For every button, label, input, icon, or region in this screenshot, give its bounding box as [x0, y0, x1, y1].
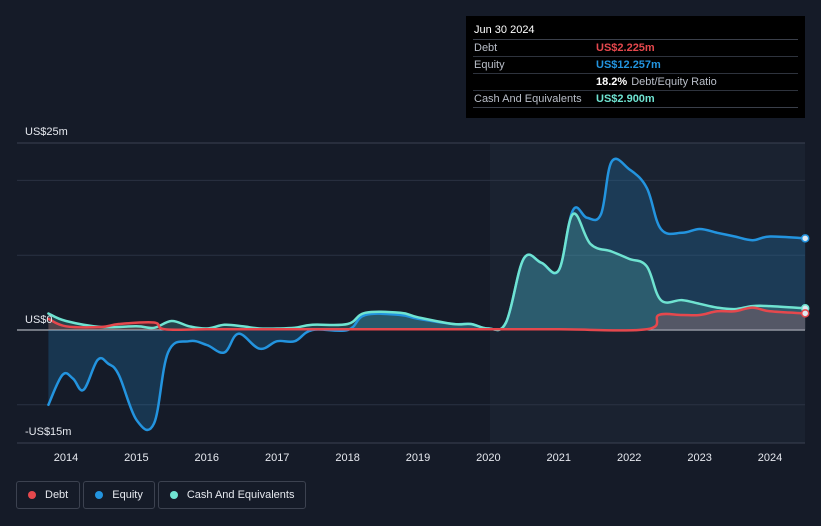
- debt-area: [48, 307, 806, 331]
- x-tick-2018: 2018: [335, 452, 359, 464]
- tooltip-key: Equity: [474, 59, 505, 71]
- legend-dot-icon: [95, 491, 104, 499]
- series-endpoints: [800, 234, 810, 318]
- y-label-bottom: -US$15m: [25, 426, 71, 438]
- debt-line: [47, 306, 807, 332]
- chart-legend: Debt Equity Cash And Equivalents: [16, 481, 307, 509]
- x-tick-2014: 2014: [54, 452, 78, 464]
- tooltip-equity-value: US$12.257m: [596, 59, 661, 71]
- y-label-zero: US$0: [25, 314, 53, 326]
- tooltip-key: Debt: [474, 42, 498, 54]
- data-tooltip: Jun 30 2024 Debt US$2.225m Equity US$12.…: [466, 16, 805, 118]
- legend-item-debt[interactable]: Debt: [16, 481, 81, 509]
- x-tick-2015: 2015: [124, 452, 148, 464]
- x-tick-2020: 2020: [476, 452, 500, 464]
- x-tick-2019: 2019: [406, 452, 430, 464]
- debt-endpoint: [800, 309, 810, 318]
- cash-line: [47, 212, 807, 332]
- tooltip-key: [473, 74, 596, 90]
- tooltip-ratio-label: Debt/Equity Ratio: [631, 76, 717, 88]
- x-tick-2022: 2022: [617, 452, 641, 464]
- tooltip-debt-value: US$2.225m: [596, 42, 655, 54]
- series-lines: [47, 157, 807, 432]
- x-tick-2016: 2016: [195, 452, 219, 464]
- legend-dot-icon: [28, 491, 36, 499]
- tooltip-row-debt: Debt US$2.225m: [473, 40, 798, 57]
- equity-line: [47, 157, 807, 432]
- series-areas: [48, 158, 806, 430]
- equity-area: [48, 158, 806, 430]
- tooltip-row-ratio: 18.2% Debt/Equity Ratio: [473, 74, 798, 91]
- x-axis-ticks: 2014 2015 2016 2017 2018 2019 2020 2021 2022 2023…: [54, 452, 782, 464]
- plot-highlight-band: [490, 143, 805, 443]
- x-tick-2024: 2024: [758, 452, 782, 464]
- y-label-top: US$25m: [25, 126, 68, 138]
- legend-label: Debt: [45, 489, 69, 501]
- x-tick-2023: 2023: [687, 452, 711, 464]
- cash-area: [48, 213, 806, 331]
- legend-label: Cash And Equivalents: [186, 489, 295, 501]
- legend-item-equity[interactable]: Equity: [83, 481, 155, 509]
- tooltip-cash-value: US$2.900m: [596, 93, 655, 105]
- tooltip-key: Cash And Equivalents: [474, 93, 582, 105]
- tooltip-row-cash: Cash And Equivalents US$2.900m: [473, 91, 798, 108]
- x-tick-2021: 2021: [547, 452, 571, 464]
- equity-endpoint: [800, 234, 810, 243]
- tooltip-ratio-value: 18.2%: [596, 76, 628, 88]
- legend-label: Equity: [112, 489, 143, 501]
- legend-dot-icon: [169, 491, 178, 499]
- legend-item-cash[interactable]: Cash And Equivalents: [157, 481, 307, 509]
- tooltip-date: Jun 30 2024: [473, 22, 798, 40]
- tooltip-row-equity: Equity US$12.257m: [473, 57, 798, 74]
- x-tick-2017: 2017: [265, 452, 289, 464]
